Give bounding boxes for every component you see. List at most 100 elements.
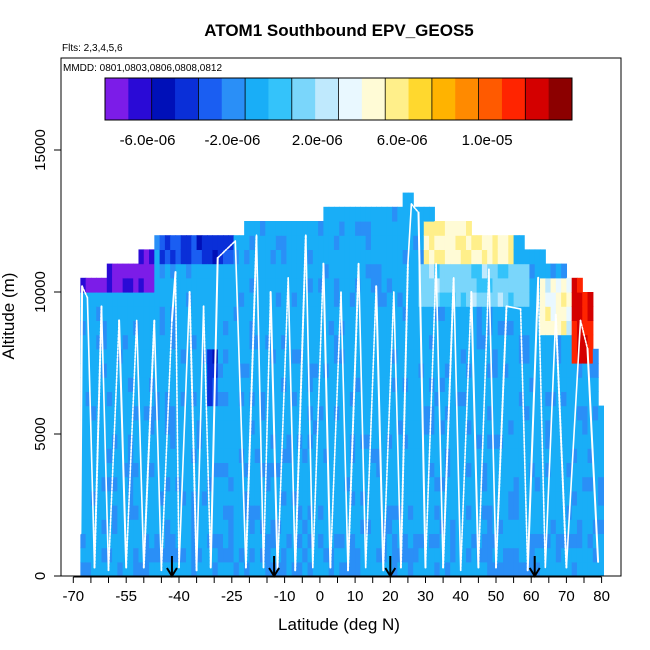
- heatmap-cell: [518, 505, 525, 520]
- heatmap-cell: [460, 391, 467, 407]
- heatmap-cell: [386, 490, 393, 506]
- heatmap-cell: [429, 476, 435, 492]
- heatmap-cell: [539, 249, 546, 265]
- heatmap-cell: [481, 490, 488, 506]
- heatmap-cell: [164, 277, 171, 293]
- heatmap-cell: [381, 263, 388, 279]
- heatmap-cell: [460, 561, 467, 576]
- heatmap-cell: [587, 462, 594, 478]
- heatmap-cell: [318, 448, 324, 463]
- heatmap-cell: [423, 448, 430, 463]
- heatmap-cell: [349, 377, 356, 392]
- colorbar-swatch: [268, 78, 293, 120]
- flight-track-segment: [410, 203, 420, 214]
- heatmap-cell: [233, 320, 240, 336]
- heatmap-cell: [423, 377, 430, 392]
- heatmap-cell: [376, 306, 383, 321]
- heatmap-cell: [238, 235, 245, 250]
- heatmap-cell: [323, 448, 330, 463]
- heatmap-cell: [355, 363, 361, 378]
- heatmap-cell: [238, 490, 245, 506]
- heatmap-cell: [117, 263, 124, 279]
- heatmap-cell: [101, 277, 108, 293]
- heatmap-cell: [328, 405, 335, 421]
- heatmap-cell: [423, 235, 430, 250]
- heatmap-cell: [127, 363, 134, 378]
- heatmap-cell: [381, 377, 388, 392]
- heatmap-cell: [349, 547, 356, 563]
- flight-track-segment: [586, 347, 600, 563]
- heatmap-cell: [492, 348, 499, 364]
- heatmap-cell: [85, 391, 92, 407]
- heatmap-cell: [460, 405, 467, 421]
- heatmap-cell: [159, 263, 166, 279]
- heatmap-cell: [296, 490, 303, 506]
- heatmap-cell: [122, 263, 129, 279]
- heatmap-cell: [254, 334, 261, 350]
- heatmap-cell: [328, 377, 335, 392]
- heatmap-cell: [455, 561, 462, 576]
- heatmap-cell: [566, 306, 573, 321]
- heatmap-cell: [196, 391, 203, 407]
- heatmap-cell: [365, 320, 372, 336]
- heatmap-cell: [85, 505, 92, 520]
- heatmap-cell: [133, 263, 140, 279]
- heatmap-cell: [244, 405, 251, 421]
- heatmap-cell: [481, 405, 488, 421]
- heatmap-cell: [555, 490, 562, 506]
- heatmap-cell: [555, 348, 562, 364]
- heatmap-cell: [217, 334, 224, 350]
- heatmap-cell: [159, 306, 166, 321]
- heatmap-cell: [460, 221, 467, 236]
- heatmap-cell: [555, 405, 562, 421]
- heatmap-cell: [539, 561, 546, 576]
- heatmap-cell: [503, 263, 509, 279]
- heatmap-cell: [138, 292, 145, 307]
- heatmap-cell: [175, 348, 182, 364]
- heatmap-cell: [127, 561, 134, 576]
- heatmap-cell: [312, 448, 319, 463]
- heatmap-cell: [281, 235, 288, 250]
- heatmap-cell: [518, 306, 525, 321]
- heatmap-cell: [439, 391, 446, 407]
- heatmap-cell: [127, 505, 134, 520]
- heatmap-cell: [238, 377, 245, 392]
- heatmap-cell: [545, 348, 552, 364]
- heatmap-cell: [265, 547, 272, 563]
- heatmap-cell: [344, 320, 351, 336]
- heatmap-cell: [281, 448, 288, 463]
- heatmap-cell: [154, 462, 161, 478]
- heatmap-cell: [249, 235, 256, 250]
- heatmap-cell: [508, 533, 515, 549]
- heatmap-cell: [592, 405, 599, 421]
- heatmap-cell: [529, 547, 536, 563]
- heatmap-cell: [355, 547, 361, 563]
- heatmap-cell: [259, 419, 266, 435]
- heatmap-cell: [444, 277, 451, 293]
- heatmap-cell: [80, 490, 87, 506]
- heatmap-cell: [228, 547, 235, 563]
- heatmap-cell: [312, 363, 319, 378]
- heatmap-cell: [471, 292, 478, 307]
- heatmap-cell: [339, 235, 346, 250]
- x-tick-label: -10: [274, 588, 296, 605]
- flight-track-segment: [269, 291, 279, 572]
- heatmap-cell: [576, 561, 583, 576]
- heatmap-cell: [439, 235, 446, 250]
- heatmap-cell: [212, 292, 219, 307]
- heatmap-cell: [402, 192, 409, 208]
- heatmap-cell: [122, 434, 129, 449]
- heatmap-cell: [566, 419, 573, 435]
- heatmap-cell: [407, 363, 414, 378]
- heatmap-cell: [312, 306, 319, 321]
- heatmap-cell: [524, 505, 531, 520]
- heatmap-cell: [175, 263, 182, 279]
- heatmap-cell: [265, 519, 272, 534]
- flight-track-segment: [195, 305, 205, 572]
- heatmap-cell: [127, 519, 134, 534]
- heatmap-cell: [450, 533, 457, 549]
- heatmap-cell: [455, 292, 462, 307]
- heatmap-cell: [138, 419, 145, 435]
- colorbar-swatch: [128, 78, 153, 120]
- heatmap-cell: [365, 462, 372, 478]
